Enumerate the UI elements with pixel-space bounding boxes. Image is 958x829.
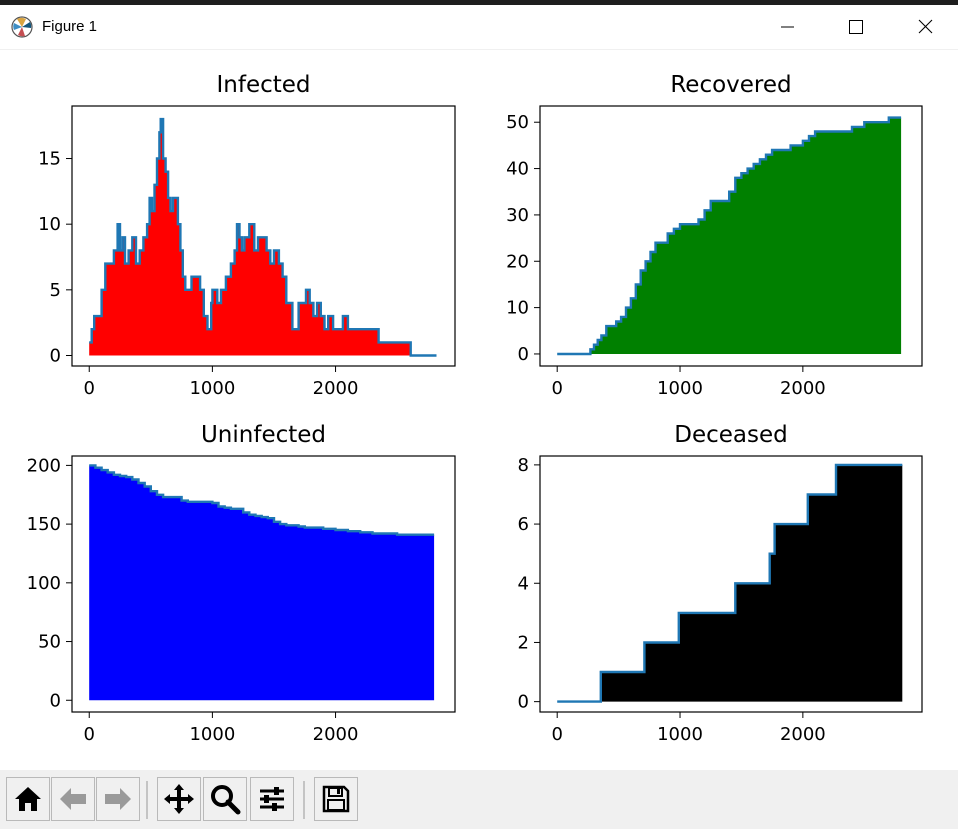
recovered-ytick-label: 10 [506, 298, 529, 319]
deceased-ytick-label: 8 [518, 455, 529, 476]
deceased-axes: 0 1000 2000 0 2 4 6 8 Deceased [518, 422, 923, 745]
uninfected-ytick-label: 100 [27, 573, 61, 594]
recovered-ytick-label: 40 [506, 159, 529, 180]
window-title: Figure 1 [42, 18, 98, 35]
close-button[interactable] [902, 10, 948, 44]
uninfected-axes: 0 1000 2000 0 50 100 150 200 Uninfected [27, 422, 456, 745]
deceased-line [557, 463, 903, 703]
infected-ytick-label: 10 [38, 214, 61, 235]
recovered-frame [539, 105, 923, 367]
forward-icon [105, 788, 131, 810]
navigation-toolbar [0, 770, 958, 829]
infected-title: Infected [216, 72, 310, 98]
infected-line [89, 117, 437, 357]
recovered-xtick-label: 2000 [780, 378, 826, 399]
home-icon [15, 787, 41, 811]
uninfected-frame [71, 455, 456, 713]
infected-ytick-label: 0 [50, 345, 61, 366]
uninfected-ytick-label: 200 [27, 455, 61, 476]
uninfected-xtick-label: 1000 [189, 724, 235, 745]
pan-button[interactable] [157, 777, 201, 821]
uninfected-xtick-label: 0 [84, 724, 95, 745]
maximize-button[interactable] [832, 10, 878, 44]
recovered-area [557, 117, 902, 354]
save-icon [322, 785, 350, 813]
infected-xtick-label: 2000 [313, 378, 359, 399]
recovered-title: Recovered [670, 72, 791, 98]
recovered-line [557, 116, 902, 356]
uninfected-ytick-label: 50 [38, 632, 61, 653]
uninfected-title: Uninfected [201, 422, 326, 448]
infected-xtick-label: 1000 [189, 378, 235, 399]
deceased-xtick-label: 2000 [780, 724, 826, 745]
configure-subplots-icon [260, 787, 284, 811]
back-icon [60, 788, 86, 810]
toolbar-separator [146, 781, 148, 819]
recovered-ytick-label: 50 [506, 112, 529, 133]
deceased-title: Deceased [674, 422, 787, 448]
infected-frame [71, 105, 456, 367]
uninfected-ytick-label: 150 [27, 514, 61, 535]
minimize-icon [781, 26, 794, 28]
recovered-ytick-label: 30 [506, 205, 529, 226]
recovered-xtick-label: 1000 [657, 378, 703, 399]
minimize-button[interactable] [764, 10, 810, 44]
uninfected-area [89, 465, 435, 701]
deceased-ytick-label: 2 [518, 632, 529, 653]
recovered-ytick-label: 0 [518, 344, 529, 365]
uninfected-xtick-label: 2000 [313, 724, 359, 745]
recovered-axes: 0 1000 2000 0 10 20 30 40 50 Recovered [506, 72, 923, 399]
infected-ytick-label: 5 [50, 280, 61, 301]
uninfected-ytick-label: 0 [50, 690, 61, 711]
recovered-ytick-label: 20 [506, 251, 529, 272]
infected-area [89, 119, 437, 356]
deceased-ytick-label: 0 [518, 692, 529, 713]
matplotlib-logo-icon [11, 16, 33, 38]
deceased-ytick-label: 4 [518, 573, 529, 594]
deceased-frame [539, 455, 923, 713]
deceased-xtick-label: 0 [551, 724, 562, 745]
infected-xtick-label: 0 [84, 378, 95, 399]
save-button[interactable] [314, 777, 358, 821]
zoom-button[interactable] [203, 777, 247, 821]
maximize-icon [849, 20, 863, 34]
background-window-strip [0, 0, 958, 5]
uninfected-line [89, 464, 435, 536]
home-button[interactable] [6, 777, 50, 821]
deceased-ytick-label: 6 [518, 514, 529, 535]
infected-ytick-label: 15 [38, 149, 61, 170]
zoom-icon [211, 785, 241, 815]
forward-button[interactable] [96, 777, 140, 821]
infected-axes: 0 1000 2000 0 5 10 15 Infected [38, 72, 456, 399]
recovered-xtick-label: 0 [551, 378, 562, 399]
deceased-xtick-label: 1000 [657, 724, 703, 745]
toolbar-separator [303, 781, 305, 819]
figure-canvas[interactable]: 0 1000 2000 0 5 10 15 Infected 0 1000 2000 0 10 20 30 4… [0, 50, 958, 770]
deceased-area [557, 464, 903, 702]
title-bar: Figure 1 [0, 5, 958, 50]
back-button[interactable] [51, 777, 95, 821]
close-icon [918, 19, 933, 34]
pan-icon [164, 784, 194, 814]
configure-subplots-button[interactable] [250, 777, 294, 821]
